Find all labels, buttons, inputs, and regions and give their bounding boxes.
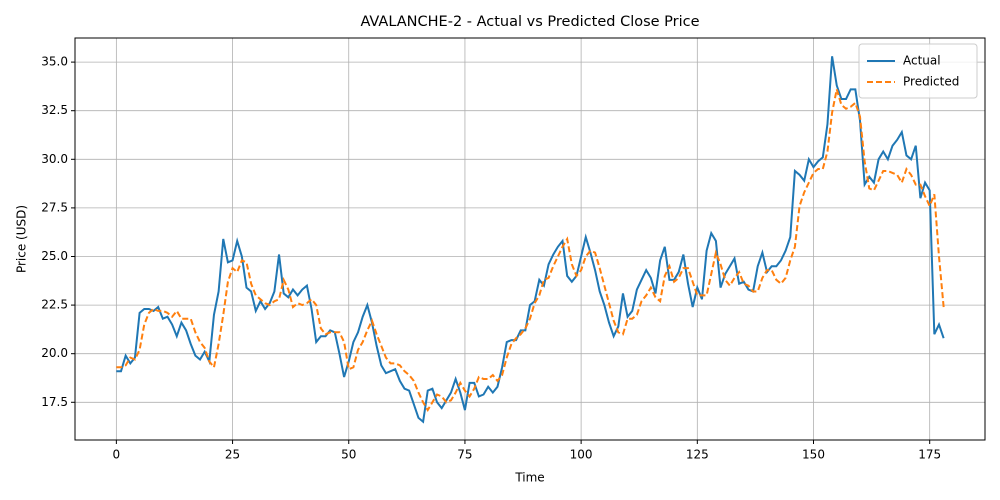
legend-label: Actual <box>903 54 941 68</box>
y-tick-label: 17.5 <box>41 395 68 409</box>
legend-label: Predicted <box>903 75 959 89</box>
x-tick-label: 75 <box>457 448 472 462</box>
y-tick-label: 25.0 <box>41 249 68 263</box>
y-axis-label: Price (USD) <box>15 205 29 273</box>
y-tick-label: 32.5 <box>41 103 68 117</box>
x-tick-label: 25 <box>225 448 240 462</box>
y-tick-label: 35.0 <box>41 55 68 69</box>
series-line <box>116 89 945 413</box>
y-tick-label: 30.0 <box>41 152 68 166</box>
y-tick-label: 20.0 <box>41 346 68 360</box>
x-tick-label: 125 <box>686 448 709 462</box>
series-line <box>116 56 945 424</box>
x-axis-label: Time <box>514 471 544 485</box>
plot-frame <box>74 37 986 441</box>
x-tick-label: 150 <box>802 448 825 462</box>
x-tick-label: 0 <box>113 448 121 462</box>
x-tick-label: 50 <box>341 448 356 462</box>
x-tick-label: 175 <box>918 448 941 462</box>
y-tick-label: 22.5 <box>41 298 68 312</box>
legend-box <box>858 43 978 99</box>
x-tick-label: 100 <box>570 448 593 462</box>
y-tick-label: 27.5 <box>41 200 68 214</box>
chart-title: AVALANCHE-2 - Actual vs Predicted Close … <box>360 14 699 30</box>
